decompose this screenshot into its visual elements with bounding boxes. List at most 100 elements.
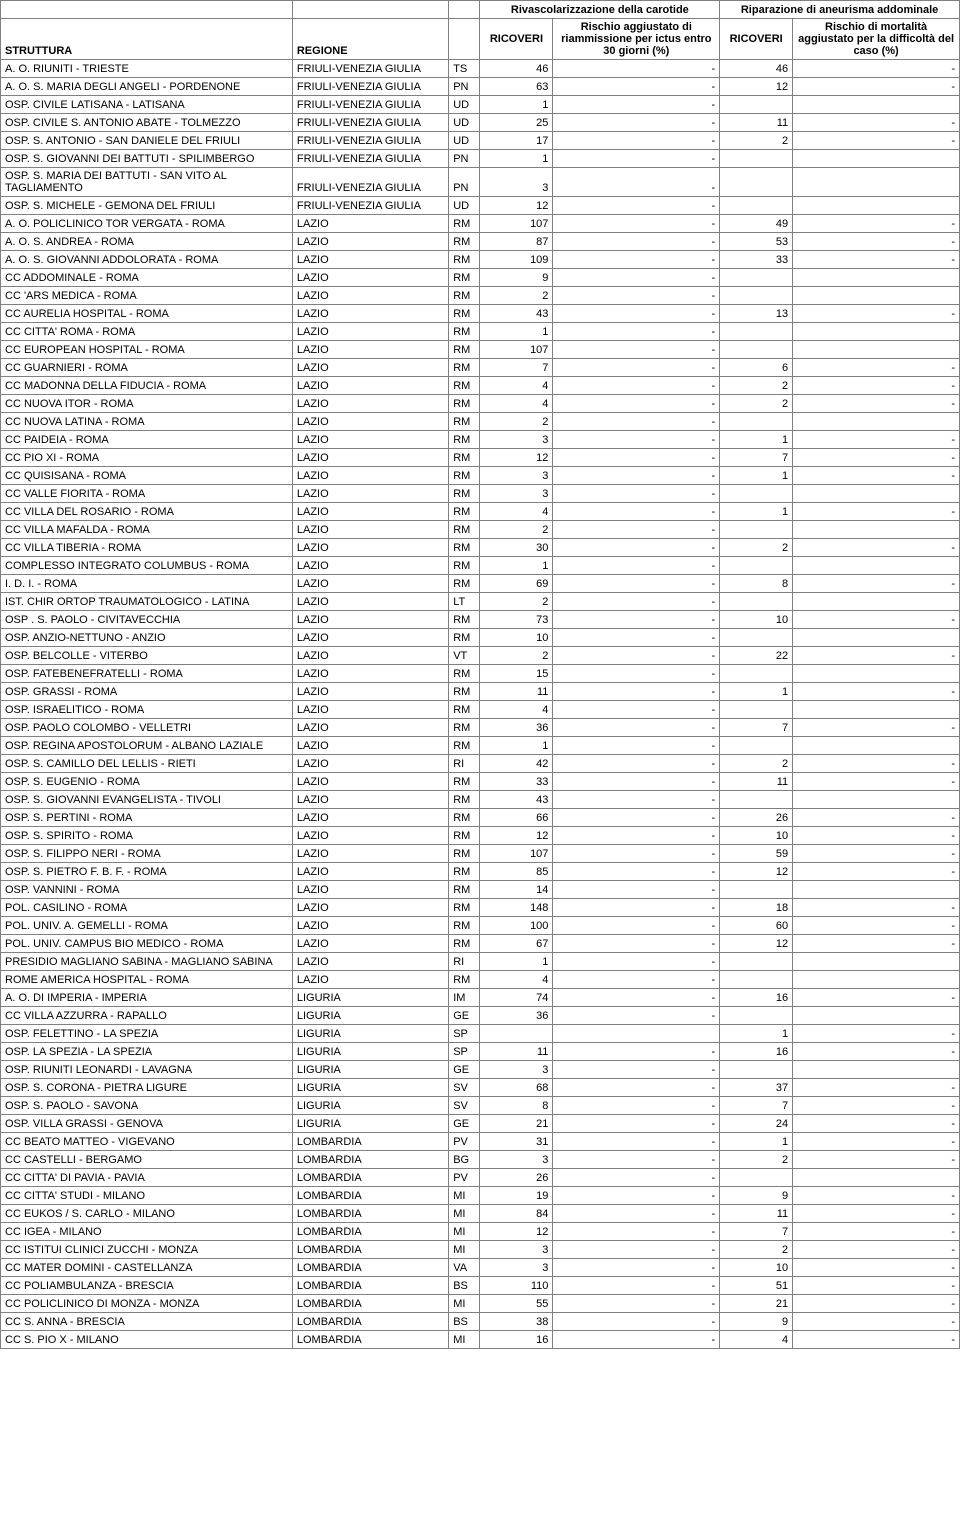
cell-struttura: OSP. VANNINI - ROMA: [1, 881, 293, 899]
cell-ricoveri1: 14: [480, 881, 553, 899]
cell-risk2: -: [793, 611, 960, 629]
cell-risk1: -: [553, 341, 720, 359]
cell-regione: LAZIO: [292, 755, 448, 773]
cell-prov: RM: [449, 881, 480, 899]
cell-prov: RM: [449, 719, 480, 737]
cell-risk1: -: [553, 755, 720, 773]
cell-ricoveri2: [720, 323, 793, 341]
cell-ricoveri2: [720, 791, 793, 809]
cell-prov: UD: [449, 132, 480, 150]
cell-regione: LAZIO: [292, 971, 448, 989]
cell-ricoveri1: 15: [480, 665, 553, 683]
cell-struttura: CC IGEA - MILANO: [1, 1223, 293, 1241]
cell-risk2: -: [793, 575, 960, 593]
table-row: POL. CASILINO - ROMALAZIORM148-18-: [1, 899, 960, 917]
cell-risk2: [793, 629, 960, 647]
cell-struttura: CC CASTELLI - BERGAMO: [1, 1151, 293, 1169]
cell-prov: UD: [449, 197, 480, 215]
cell-ricoveri2: [720, 96, 793, 114]
table-row: COMPLESSO INTEGRATO COLUMBUS - ROMALAZIO…: [1, 557, 960, 575]
cell-risk1: -: [553, 845, 720, 863]
cell-ricoveri2: 10: [720, 611, 793, 629]
cell-risk1: -: [553, 485, 720, 503]
cell-prov: RM: [449, 791, 480, 809]
cell-risk1: -: [553, 1133, 720, 1151]
cell-regione: LAZIO: [292, 341, 448, 359]
cell-ricoveri2: 9: [720, 1313, 793, 1331]
cell-regione: LAZIO: [292, 683, 448, 701]
cell-regione: LAZIO: [292, 539, 448, 557]
cell-ricoveri1: 38: [480, 1313, 553, 1331]
cell-ricoveri2: [720, 737, 793, 755]
cell-risk1: -: [553, 629, 720, 647]
cell-ricoveri2: [720, 953, 793, 971]
cell-prov: RM: [449, 971, 480, 989]
cell-risk2: -: [793, 899, 960, 917]
cell-regione: LIGURIA: [292, 1025, 448, 1043]
cell-regione: LOMBARDIA: [292, 1205, 448, 1223]
table-row: CC EUROPEAN HOSPITAL - ROMALAZIORM107-: [1, 341, 960, 359]
cell-risk1: -: [553, 395, 720, 413]
cell-risk1: -: [553, 701, 720, 719]
hospital-data-table: Rivascolarizzazione della carotide Ripar…: [0, 0, 960, 1349]
cell-risk1: -: [553, 971, 720, 989]
table-row: OSP. CIVILE LATISANA - LATISANAFRIULI-VE…: [1, 96, 960, 114]
cell-regione: LAZIO: [292, 287, 448, 305]
cell-risk2: [793, 287, 960, 305]
cell-regione: LAZIO: [292, 827, 448, 845]
cell-risk2: -: [793, 1115, 960, 1133]
cell-struttura: OSP. S. MICHELE - GEMONA DEL FRIULI: [1, 197, 293, 215]
cell-ricoveri1: 46: [480, 60, 553, 78]
cell-ricoveri2: 11: [720, 114, 793, 132]
cell-prov: RM: [449, 413, 480, 431]
cell-ricoveri1: 33: [480, 773, 553, 791]
table-row: CC ISTITUI CLINICI ZUCCHI - MONZALOMBARD…: [1, 1241, 960, 1259]
cell-struttura: CC ADDOMINALE - ROMA: [1, 269, 293, 287]
cell-prov: PN: [449, 150, 480, 168]
cell-risk1: -: [553, 215, 720, 233]
cell-ricoveri1: 19: [480, 1187, 553, 1205]
cell-ricoveri1: 3: [480, 485, 553, 503]
cell-risk1: -: [553, 197, 720, 215]
cell-risk2: -: [793, 719, 960, 737]
cell-risk2: [793, 971, 960, 989]
cell-ricoveri2: 1: [720, 467, 793, 485]
cell-prov: TS: [449, 60, 480, 78]
cell-risk1: -: [553, 1331, 720, 1349]
cell-ricoveri2: [720, 1061, 793, 1079]
cell-prov: RM: [449, 575, 480, 593]
table-row: OSP. CIVILE S. ANTONIO ABATE - TOLMEZZOF…: [1, 114, 960, 132]
cell-risk2: -: [793, 917, 960, 935]
table-row: CC CITTA' ROMA - ROMALAZIORM1-: [1, 323, 960, 341]
cell-regione: LAZIO: [292, 359, 448, 377]
group-header-carotide: Rivascolarizzazione della carotide: [480, 1, 720, 19]
cell-risk2: -: [793, 989, 960, 1007]
cell-risk2: -: [793, 1295, 960, 1313]
col-header-ricoveri1: RICOVERI: [480, 19, 553, 60]
cell-prov: RM: [449, 305, 480, 323]
cell-ricoveri2: 4: [720, 1331, 793, 1349]
table-row: CC VILLA AZZURRA - RAPALLOLIGURIAGE36-: [1, 1007, 960, 1025]
cell-ricoveri1: 3: [480, 1259, 553, 1277]
cell-regione: LAZIO: [292, 233, 448, 251]
cell-ricoveri1: 3: [480, 1151, 553, 1169]
cell-struttura: CC CITTA' DI PAVIA - PAVIA: [1, 1169, 293, 1187]
cell-regione: LIGURIA: [292, 989, 448, 1007]
table-row: CC EUKOS / S. CARLO - MILANOLOMBARDIAMI8…: [1, 1205, 960, 1223]
cell-regione: LOMBARDIA: [292, 1277, 448, 1295]
cell-ricoveri1: 3: [480, 467, 553, 485]
table-row: CC BEATO MATTEO - VIGEVANOLOMBARDIAPV31-…: [1, 1133, 960, 1151]
cell-ricoveri2: 49: [720, 215, 793, 233]
cell-risk2: -: [793, 809, 960, 827]
cell-risk2: -: [793, 1151, 960, 1169]
cell-prov: RM: [449, 341, 480, 359]
cell-struttura: CC VILLA MAFALDA - ROMA: [1, 521, 293, 539]
table-row: CC POLICLINICO DI MONZA - MONZALOMBARDIA…: [1, 1295, 960, 1313]
cell-struttura: OSP. GRASSI - ROMA: [1, 683, 293, 701]
cell-prov: RM: [449, 323, 480, 341]
cell-ricoveri1: 30: [480, 539, 553, 557]
cell-risk1: -: [553, 1223, 720, 1241]
cell-struttura: OSP. S. CAMILLO DEL LELLIS - RIETI: [1, 755, 293, 773]
table-row: OSP. S. ANTONIO - SAN DANIELE DEL FRIULI…: [1, 132, 960, 150]
group-header-aneurisma: Riparazione di aneurisma addominale: [720, 1, 960, 19]
